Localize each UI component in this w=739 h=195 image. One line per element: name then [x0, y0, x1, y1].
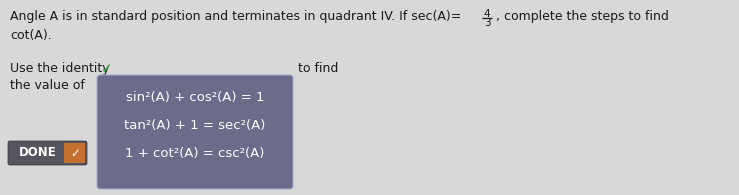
Text: cot(A).: cot(A). — [10, 29, 52, 42]
Text: 3: 3 — [484, 18, 490, 28]
Text: DONE: DONE — [18, 146, 56, 160]
Text: ✓: ✓ — [70, 146, 80, 160]
Text: to find: to find — [298, 62, 338, 75]
FancyBboxPatch shape — [8, 141, 87, 165]
Text: , complete the steps to find: , complete the steps to find — [496, 10, 669, 23]
Text: Angle A is in standard position and terminates in quadrant IV. If sec(A)=: Angle A is in standard position and term… — [10, 10, 461, 23]
FancyBboxPatch shape — [97, 75, 293, 189]
Text: 1 + cot²(A) = csc²(A): 1 + cot²(A) = csc²(A) — [126, 147, 265, 160]
Text: 4: 4 — [484, 9, 490, 19]
Text: ✓: ✓ — [101, 62, 112, 76]
Text: Use the identity: Use the identity — [10, 62, 109, 75]
FancyBboxPatch shape — [64, 143, 85, 163]
Text: the value of: the value of — [10, 79, 85, 92]
Text: tan²(A) + 1 = sec²(A): tan²(A) + 1 = sec²(A) — [124, 119, 266, 132]
Text: sin²(A) + cos²(A) = 1: sin²(A) + cos²(A) = 1 — [126, 91, 265, 104]
